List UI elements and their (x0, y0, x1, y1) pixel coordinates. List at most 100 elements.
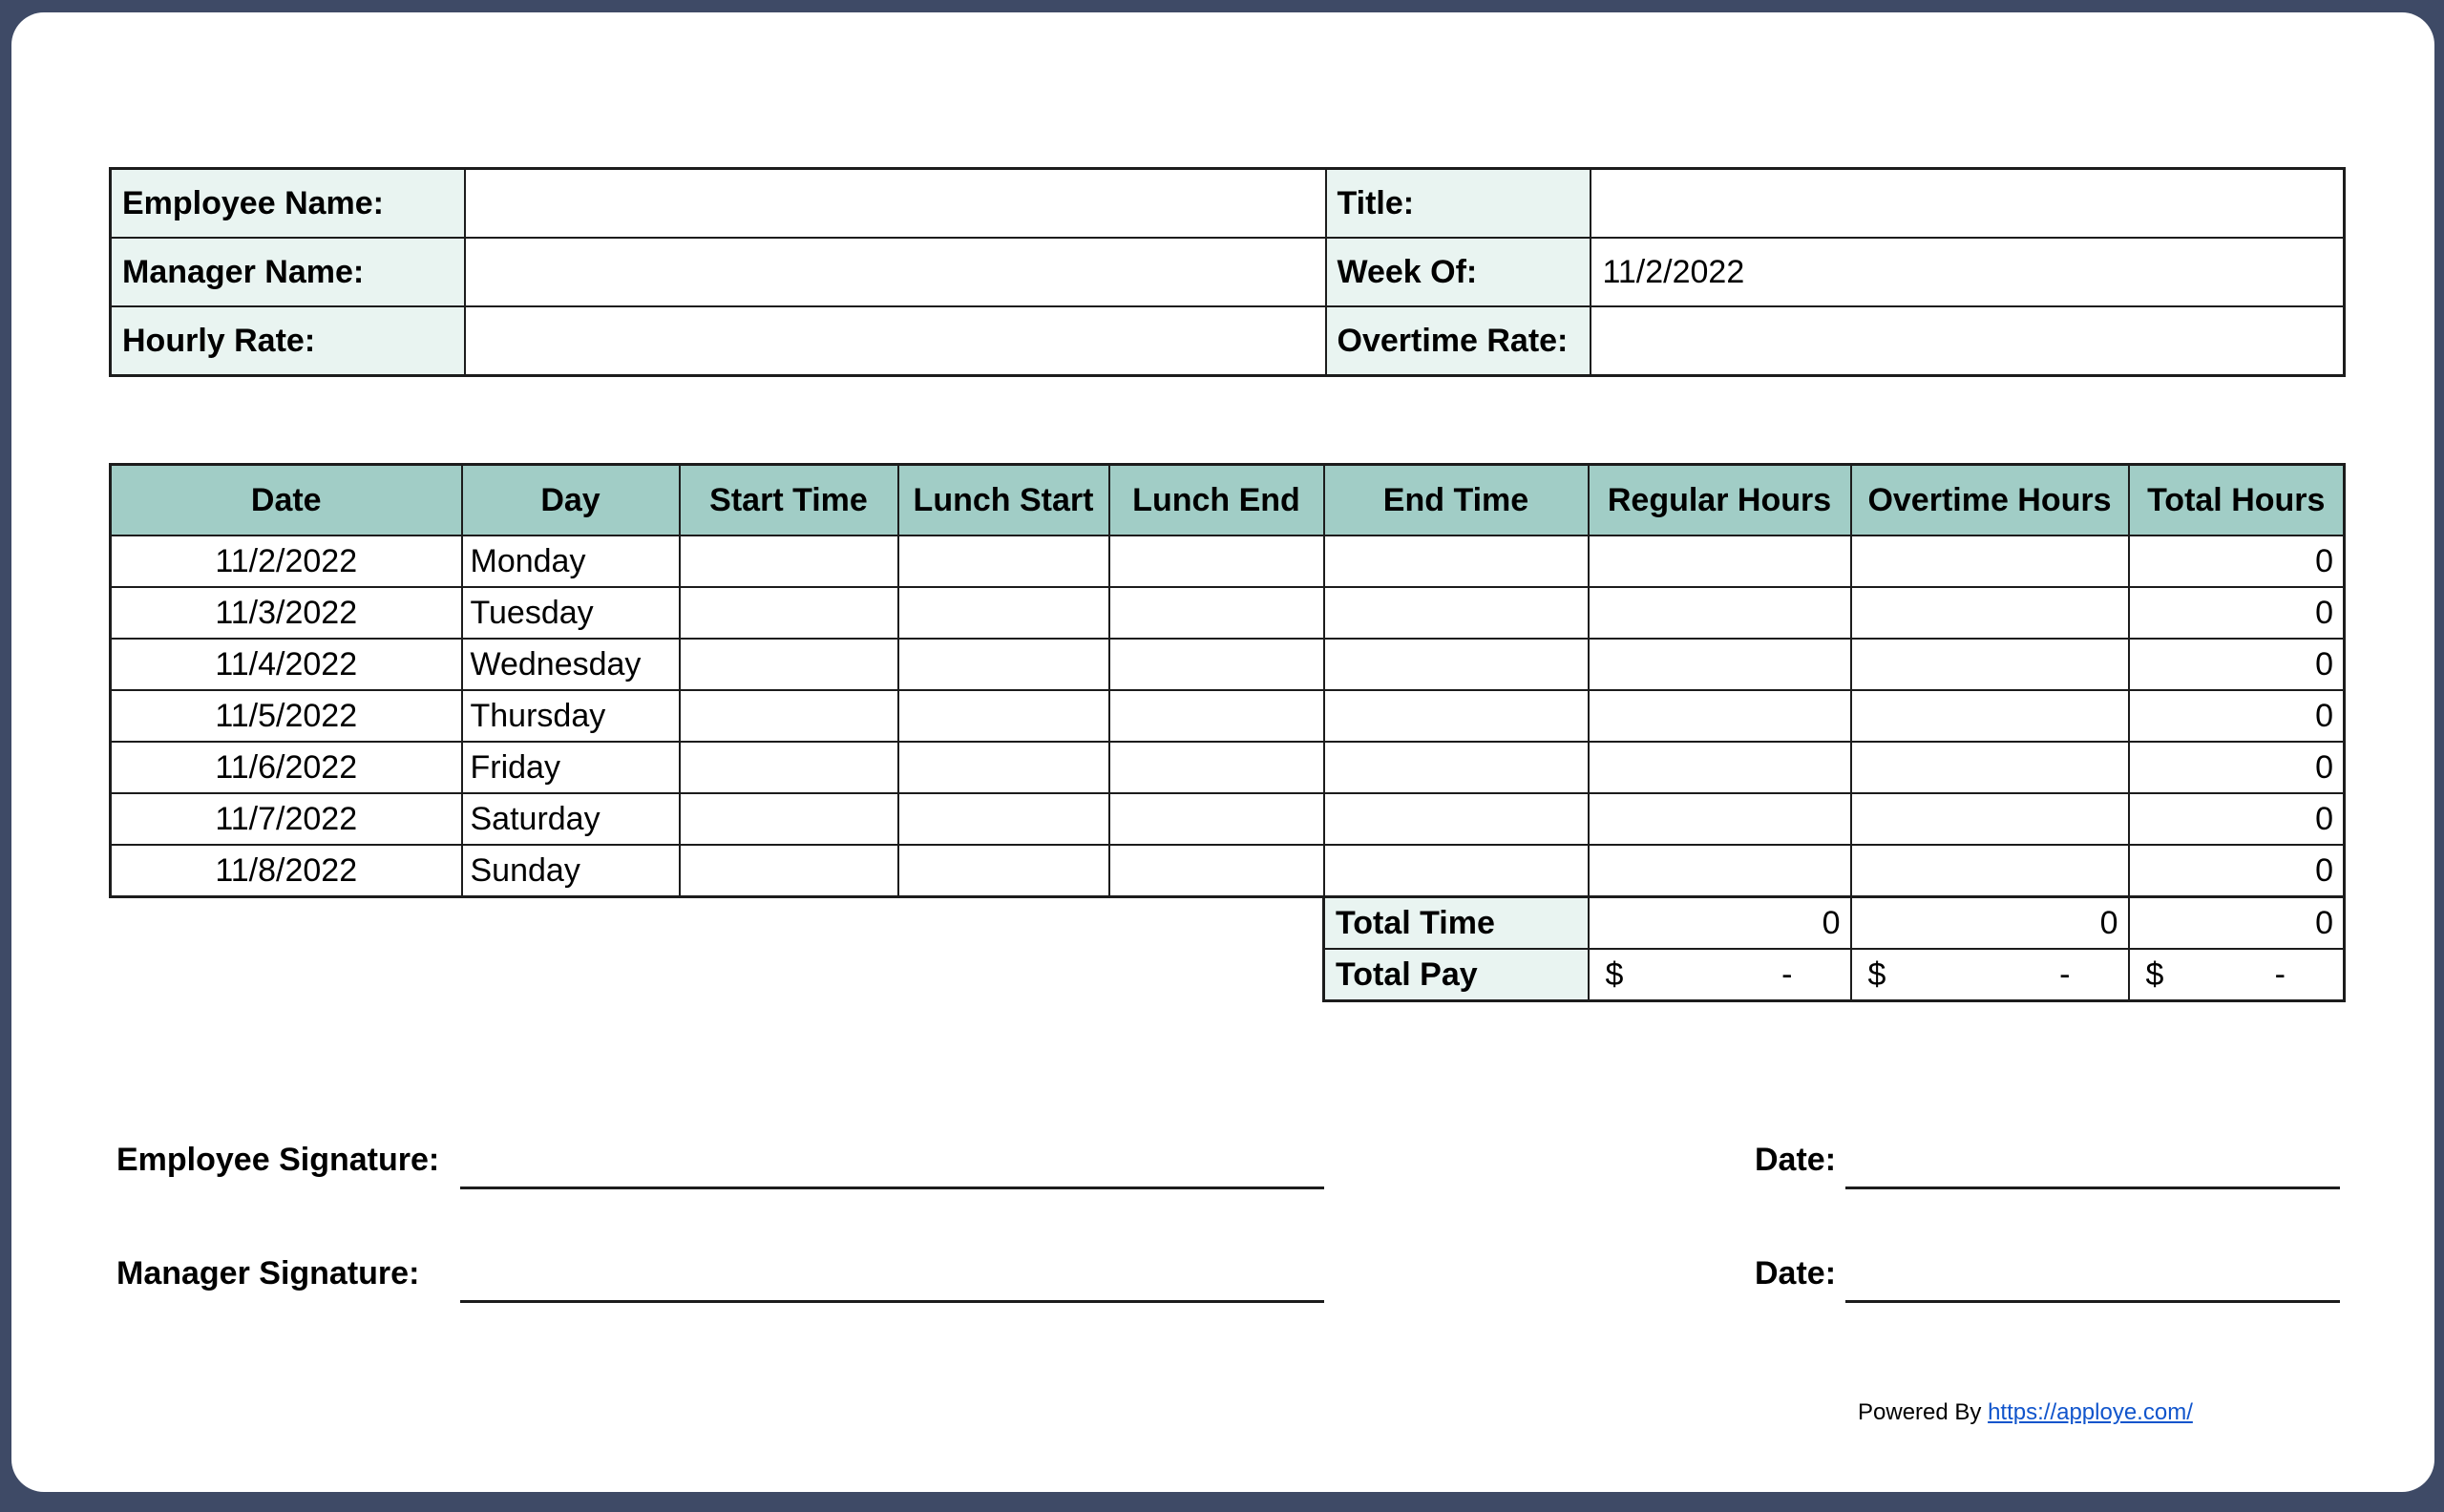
end-time-cell[interactable] (1322, 638, 1590, 691)
total-hours-cell: 0 (2127, 638, 2346, 691)
header-end-time: End Time (1322, 463, 1590, 536)
overtime-hours-cell (1849, 792, 2130, 846)
timesheet-row: 11/7/2022 Saturday 0 (109, 792, 2346, 846)
manager-name-label: Manager Name: (109, 237, 466, 307)
total-pay-row: Total Pay $ - $ - $ - (111, 948, 2346, 1002)
lunch-end-cell[interactable] (1107, 638, 1325, 691)
hourly-rate-value[interactable] (463, 305, 1327, 377)
lunch-start-cell[interactable] (896, 638, 1110, 691)
total-hours-cell: 0 (2127, 689, 2346, 743)
lunch-start-cell[interactable] (896, 792, 1110, 846)
empty-cell (898, 949, 1109, 1001)
lunch-end-cell[interactable] (1107, 844, 1325, 898)
employee-signature-label: Employee Signature: (116, 1142, 440, 1178)
header-overtime-hours: Overtime Hours (1849, 463, 2130, 536)
empty-cell (111, 897, 462, 950)
lunch-end-cell[interactable] (1107, 535, 1325, 588)
start-time-cell[interactable] (678, 638, 899, 691)
empty-cell (680, 949, 898, 1001)
timesheet-row: 11/5/2022 Thursday 0 (109, 689, 2346, 743)
header-lunch-end: Lunch End (1107, 463, 1325, 536)
footer: Powered By https://apploye.com/ (1858, 1399, 2193, 1426)
title-value[interactable] (1589, 167, 2346, 239)
info-row-1: Employee Name: Title: (109, 167, 2346, 239)
employee-name-value[interactable] (463, 167, 1327, 239)
week-of-value[interactable]: 11/2/2022 (1589, 237, 2346, 307)
overtime-hours-cell (1849, 638, 2130, 691)
header-regular-hours: Regular Hours (1587, 463, 1852, 536)
currency-symbol: $ (2145, 956, 2164, 993)
overtime-hours-cell (1849, 689, 2130, 743)
apploye-link[interactable]: https://apploye.com/ (1988, 1399, 2193, 1425)
lunch-start-cell[interactable] (896, 586, 1110, 640)
lunch-start-cell[interactable] (896, 741, 1110, 794)
manager-signature-line[interactable] (460, 1300, 1324, 1303)
lunch-end-cell[interactable] (1107, 792, 1325, 846)
empty-cell (1109, 897, 1324, 950)
end-time-cell[interactable] (1322, 535, 1590, 588)
total-pay-overtime-value: $ - (1849, 948, 2130, 1002)
start-time-cell[interactable] (678, 741, 899, 794)
overtime-hours-cell (1849, 844, 2130, 898)
end-time-cell[interactable] (1322, 792, 1590, 846)
day-cell: Thursday (460, 689, 681, 743)
header-total-hours: Total Hours (2127, 463, 2346, 536)
date-cell: 11/5/2022 (109, 689, 463, 743)
date-cell: 11/4/2022 (109, 638, 463, 691)
total-pay-regular-value: $ - (1587, 948, 1852, 1002)
lunch-start-cell[interactable] (896, 535, 1110, 588)
lunch-start-cell[interactable] (896, 689, 1110, 743)
timesheet-header-row: Date Day Start Time Lunch Start Lunch En… (109, 463, 2346, 536)
empty-cell (680, 897, 898, 950)
total-hours-cell: 0 (2127, 586, 2346, 640)
day-cell: Monday (460, 535, 681, 588)
total-pay-label: Total Pay (1322, 948, 1590, 1002)
end-time-cell[interactable] (1322, 741, 1590, 794)
info-row-3: Hourly Rate: Overtime Rate: (109, 305, 2346, 377)
lunch-end-cell[interactable] (1107, 586, 1325, 640)
total-time-regular-value: 0 (1587, 895, 1852, 950)
date-cell: 11/8/2022 (109, 844, 463, 898)
start-time-cell[interactable] (678, 792, 899, 846)
overtime-hours-cell (1849, 535, 2130, 588)
overtime-rate-value[interactable] (1589, 305, 2346, 377)
date-cell: 11/3/2022 (109, 586, 463, 640)
regular-hours-cell (1587, 741, 1852, 794)
timesheet-row: 11/8/2022 Sunday 0 (109, 844, 2346, 898)
manager-name-value[interactable] (463, 237, 1327, 307)
total-hours-cell: 0 (2127, 844, 2346, 898)
empty-cell (898, 897, 1109, 950)
regular-hours-cell (1587, 586, 1852, 640)
start-time-cell[interactable] (678, 586, 899, 640)
end-time-cell[interactable] (1322, 586, 1590, 640)
title-label: Title: (1324, 167, 1591, 239)
lunch-start-cell[interactable] (896, 844, 1110, 898)
start-time-cell[interactable] (678, 535, 899, 588)
day-cell: Saturday (460, 792, 681, 846)
empty-cell (462, 897, 680, 950)
total-hours-cell: 0 (2127, 535, 2346, 588)
powered-by-text: Powered By (1858, 1399, 1982, 1425)
currency-symbol: $ (1867, 956, 1886, 993)
timesheet-row: 11/3/2022 Tuesday 0 (109, 586, 2346, 640)
employee-date-line[interactable] (1845, 1186, 2340, 1189)
manager-date-line[interactable] (1845, 1300, 2340, 1303)
employee-date-label: Date: (1755, 1142, 1837, 1178)
date-cell: 11/2/2022 (109, 535, 463, 588)
employee-signature-line[interactable] (460, 1186, 1324, 1189)
day-cell: Wednesday (460, 638, 681, 691)
end-time-cell[interactable] (1322, 689, 1590, 743)
header-date: Date (109, 463, 463, 536)
timesheet-row: 11/2/2022 Monday 0 (109, 535, 2346, 588)
manager-signature-label: Manager Signature: (116, 1255, 420, 1292)
empty-cell (462, 949, 680, 1001)
currency-symbol: $ (1605, 956, 1624, 993)
lunch-end-cell[interactable] (1107, 689, 1325, 743)
timesheet-row: 11/4/2022 Wednesday 0 (109, 638, 2346, 691)
date-cell: 11/6/2022 (109, 741, 463, 794)
regular-hours-cell (1587, 535, 1852, 588)
start-time-cell[interactable] (678, 844, 899, 898)
end-time-cell[interactable] (1322, 844, 1590, 898)
lunch-end-cell[interactable] (1107, 741, 1325, 794)
start-time-cell[interactable] (678, 689, 899, 743)
